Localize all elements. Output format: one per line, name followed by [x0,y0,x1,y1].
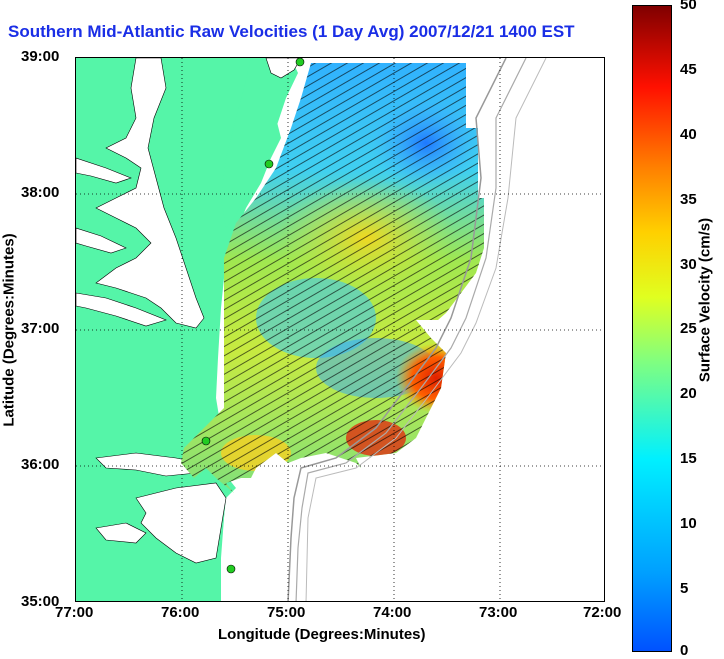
land-peninsula [221,58,298,228]
isobath-1 [287,58,507,601]
x-tick-4: 73:00 [479,604,518,621]
colorbar [632,5,672,652]
x-tick-5: 72:00 [583,604,622,621]
pamlico-sound [135,482,227,564]
y-tick-3: 36:00 [21,456,60,473]
x-tick-0: 77:00 [55,604,94,621]
colorbar-tick-20: 20 [680,385,697,402]
colorbar-tick-25: 25 [680,320,697,337]
bay-tributary-2 [76,227,127,254]
bay-tributary-1 [76,157,132,184]
bay-tributary-3 [76,292,167,327]
chesapeake-bay [95,58,205,329]
colorbar-tick-40: 40 [680,126,697,143]
colorbar-tick-50: 50 [680,0,697,13]
colorbar-tick-10: 10 [680,515,697,532]
colorbar-tick-15: 15 [680,450,697,467]
colorbar-tick-45: 45 [680,61,697,78]
sound-inlet [95,522,147,544]
colorbar-tick-35: 35 [680,191,697,208]
radar-station-4 [226,564,236,574]
x-tick-2: 75:00 [267,604,306,621]
colorbar-tick-5: 5 [680,580,689,597]
x-axis-label: Longitude (Degrees:Minutes) [218,626,426,643]
plot-title: Southern Mid-Atlantic Raw Velocities (1 … [8,22,575,42]
map-canvas [76,58,604,601]
isobath-2 [295,58,527,601]
colorbar-title: Surface Velocity (cm/s) [696,217,714,383]
delaware-bay [265,58,302,79]
y-tick-4: 35:00 [21,593,60,610]
y-tick-1: 38:00 [21,184,60,201]
colorbar-tick-30: 30 [680,256,697,273]
x-tick-1: 76:00 [161,604,200,621]
title-text: Southern Mid-Atlantic Raw Velocities (1 … [8,22,575,41]
grid-lines [76,58,604,601]
y-tick-2: 37:00 [21,320,60,337]
y-axis-label: Latitude (Degrees:Minutes) [0,233,18,427]
x-tick-3: 74:00 [373,604,412,621]
radar-station-2 [264,159,274,169]
radar-station-1 [295,58,305,67]
map-plot-area[interactable] [75,57,605,602]
y-tick-0: 39:00 [21,48,60,65]
colorbar-tick-0: 0 [680,642,689,659]
radar-station-3 [201,436,211,446]
isobath-3 [305,58,547,601]
